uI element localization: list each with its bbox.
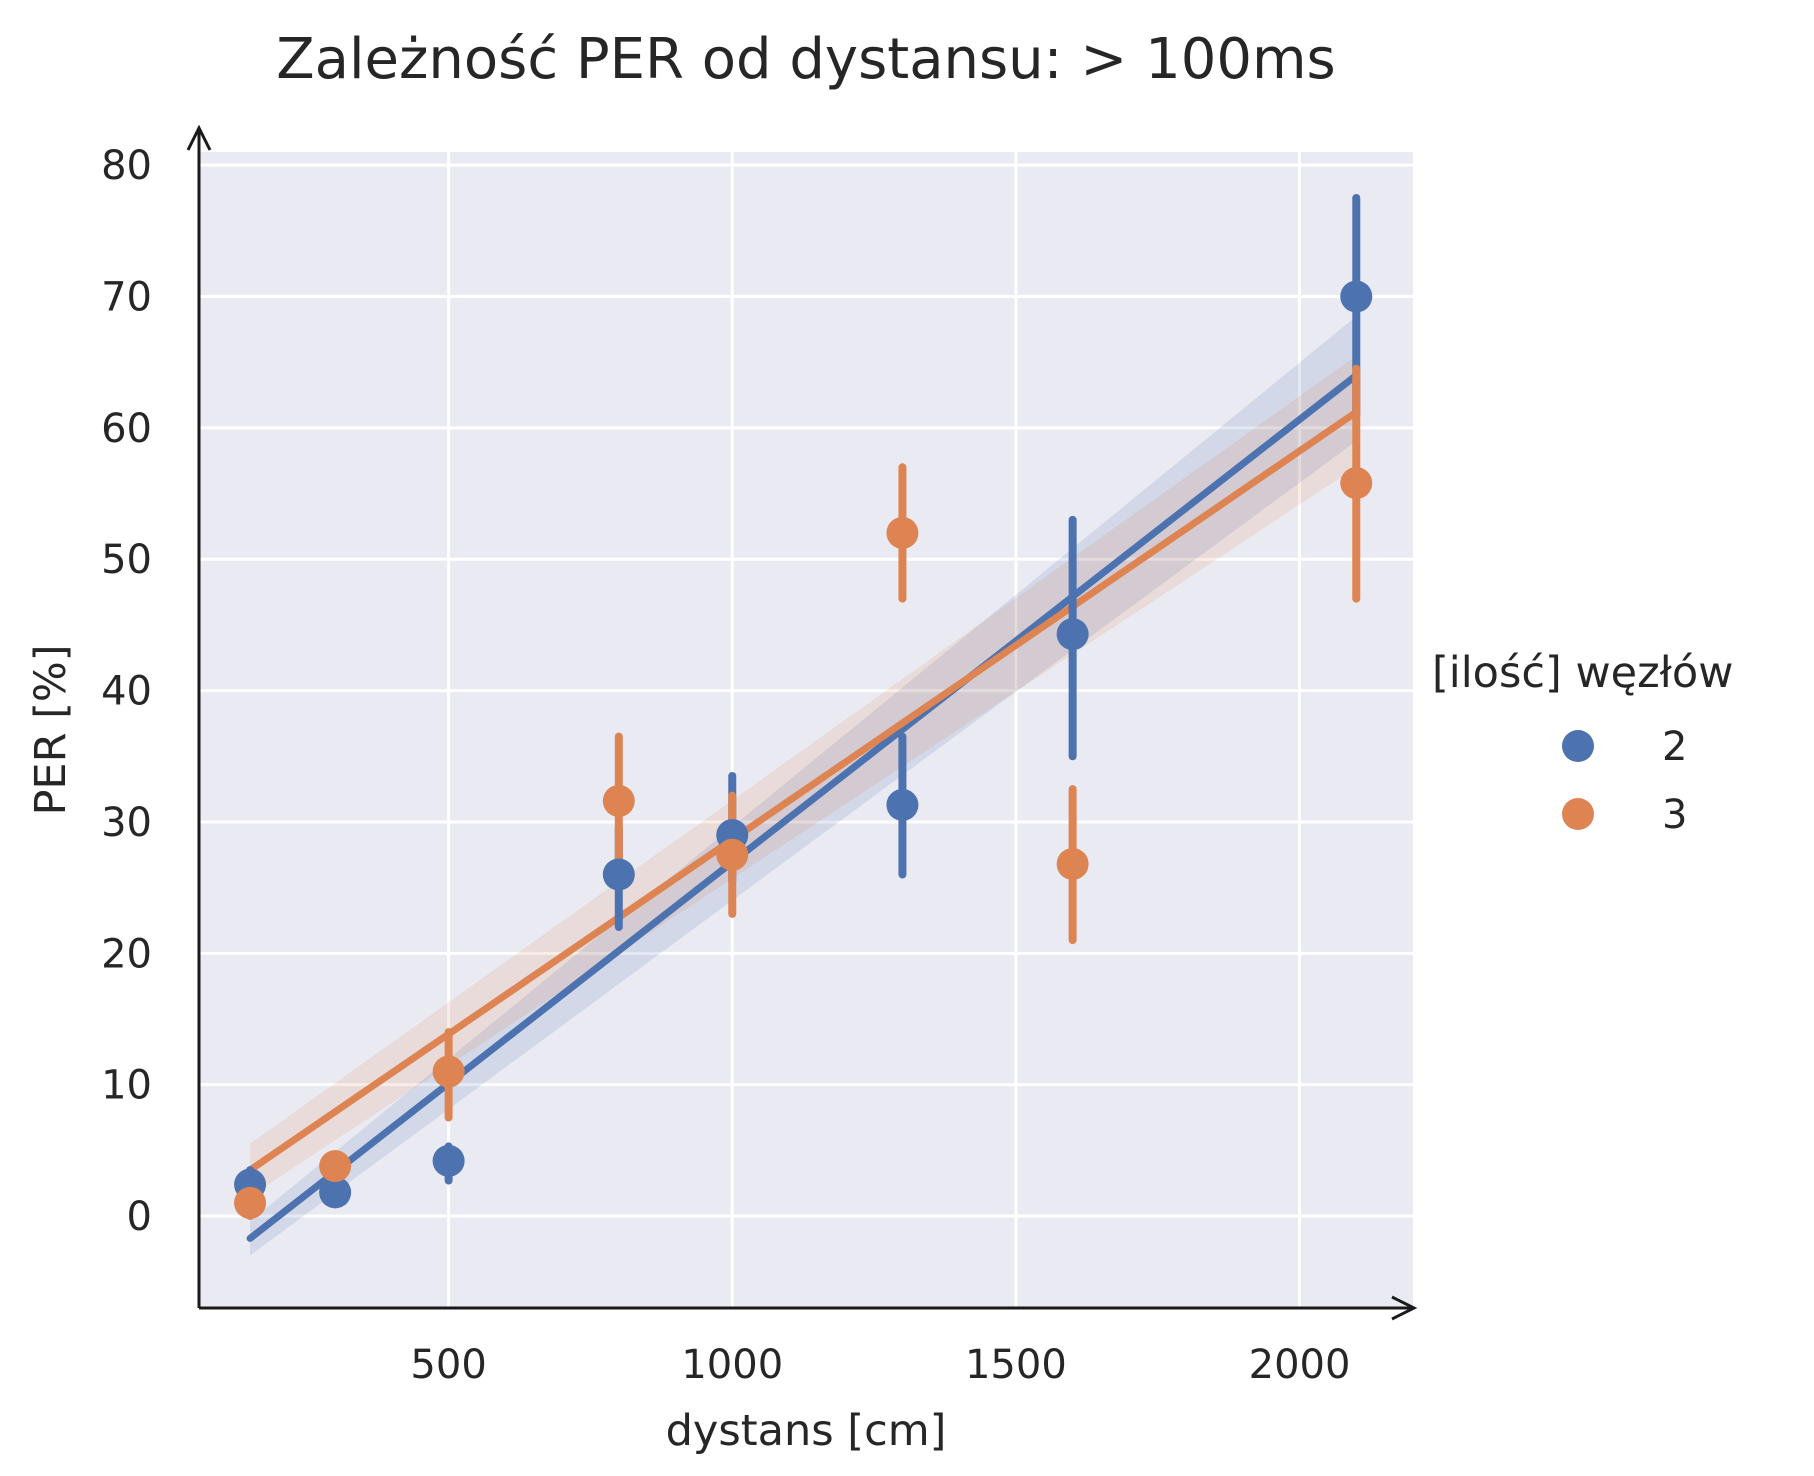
y-tick-label: 50 <box>101 537 152 583</box>
x-tick-label: 1000 <box>681 1342 783 1388</box>
legend-marker-3 <box>1562 798 1594 830</box>
ci-band-3 <box>250 355 1357 1197</box>
data-point-3 <box>1340 467 1373 500</box>
plot-background <box>199 152 1413 1308</box>
x-tick-label: 1500 <box>965 1342 1067 1388</box>
data-point-3 <box>1056 847 1089 880</box>
y-tick-label: 70 <box>101 275 152 321</box>
data-point-3 <box>432 1055 465 1088</box>
y-tick-label: 10 <box>101 1063 152 1109</box>
legend-marker-2 <box>1562 730 1594 762</box>
y-tick-label: 40 <box>101 669 152 715</box>
data-point-3 <box>234 1186 267 1219</box>
chart-title: Zależność PER od dystansu: > 100ms <box>276 27 1335 92</box>
x-axis-arrow-icon <box>1391 1295 1418 1321</box>
data-point-3 <box>886 516 919 549</box>
data-point-3 <box>602 784 635 817</box>
y-tick-label: 60 <box>101 406 152 452</box>
y-tick-labels: 0 10 20 30 40 50 60 70 80 <box>101 143 152 1240</box>
y-axis-arrow-icon <box>186 124 212 151</box>
data-point-2 <box>886 788 919 821</box>
y-tick-label: 20 <box>101 931 152 977</box>
x-tick-label: 2000 <box>1249 1342 1351 1388</box>
x-tick-labels: 500 1000 1500 2000 <box>410 1342 1350 1388</box>
data-point-2 <box>432 1144 465 1177</box>
data-point-2 <box>319 1176 352 1209</box>
legend-label-2: 2 <box>1662 724 1687 770</box>
y-axis-label: PER [%] <box>26 644 76 815</box>
legend-title: [ilość] węzłów <box>1432 648 1733 698</box>
axes <box>186 124 1418 1321</box>
y-tick-label: 30 <box>101 800 152 846</box>
x-axis-label: dystans [cm] <box>666 1406 947 1456</box>
data-points <box>234 280 1373 1219</box>
regression-lines <box>246 371 1360 1242</box>
data-point-3 <box>716 838 749 871</box>
y-tick-label: 80 <box>101 143 152 189</box>
legend-label-3: 3 <box>1662 792 1687 838</box>
regression-line-3 <box>246 408 1360 1174</box>
data-point-2 <box>1056 618 1089 651</box>
regression-line-2 <box>246 371 1360 1242</box>
data-point-2 <box>602 858 635 891</box>
x-tick-label: 500 <box>410 1342 486 1388</box>
data-point-3 <box>319 1150 352 1183</box>
legend: [ilość] węzłów 2 3 <box>1432 648 1733 838</box>
data-point-2 <box>1340 280 1373 313</box>
y-tick-label: 0 <box>127 1194 152 1240</box>
grid <box>199 152 1413 1308</box>
